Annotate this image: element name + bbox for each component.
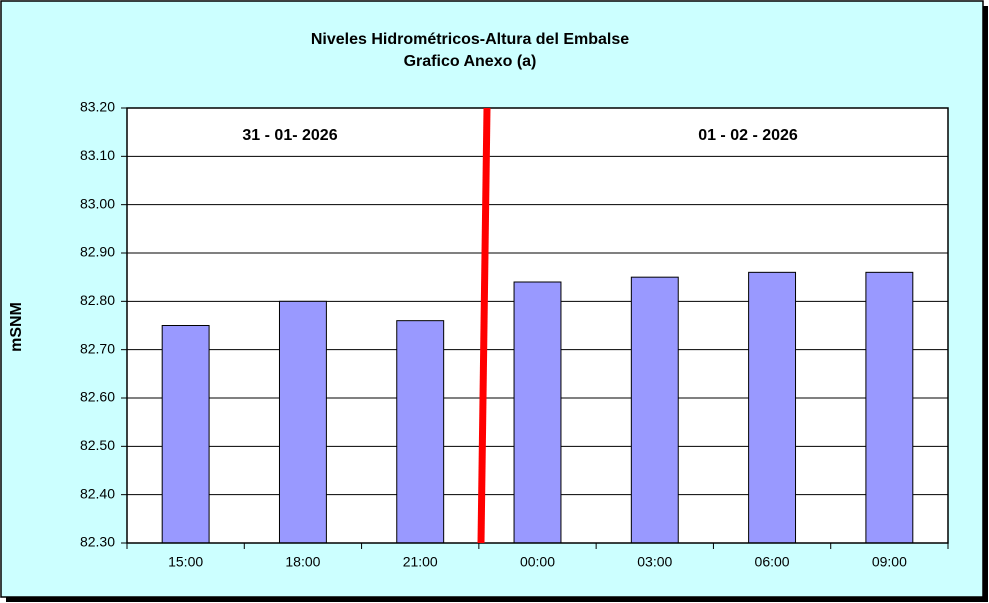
bar [396, 320, 445, 544]
bar [865, 271, 914, 544]
chart-subtitle: Grafico Anexo (a) [404, 53, 537, 70]
y-tick-label: 83.00 [80, 195, 115, 211]
date-annotation: 01 - 02 - 2026 [698, 127, 798, 144]
x-tick-label: 06:00 [755, 554, 790, 570]
y-tick-label: 82.30 [80, 534, 115, 550]
bar [513, 281, 562, 544]
bar [161, 325, 210, 544]
x-tick-label: 18:00 [285, 554, 320, 570]
date-divider [477, 107, 491, 544]
y-tick-label: 82.80 [80, 292, 115, 308]
x-tick-label: 15:00 [168, 554, 203, 570]
y-tick-label: 82.50 [80, 437, 115, 453]
y-tick-label: 82.60 [80, 389, 115, 405]
x-tick-label: 21:00 [403, 554, 438, 570]
date-annotation: 31 - 01- 2026 [242, 127, 337, 144]
chart-title: Niveles Hidrométricos-Altura del Embalse [311, 31, 629, 48]
y-tick-label: 82.70 [80, 340, 115, 356]
y-tick-label: 82.40 [80, 485, 115, 501]
bar [748, 271, 797, 544]
y-tick-label: 83.10 [80, 147, 115, 163]
x-tick-label: 00:00 [520, 554, 555, 570]
y-tick-label: 83.20 [80, 99, 115, 115]
y-axis-label: mSNM [8, 302, 25, 352]
y-tick-label: 82.90 [80, 244, 115, 260]
x-tick-label: 03:00 [637, 554, 672, 570]
plot-border [126, 107, 949, 544]
bar [278, 300, 327, 544]
x-tick-label: 09:00 [872, 554, 907, 570]
bar [630, 276, 679, 544]
